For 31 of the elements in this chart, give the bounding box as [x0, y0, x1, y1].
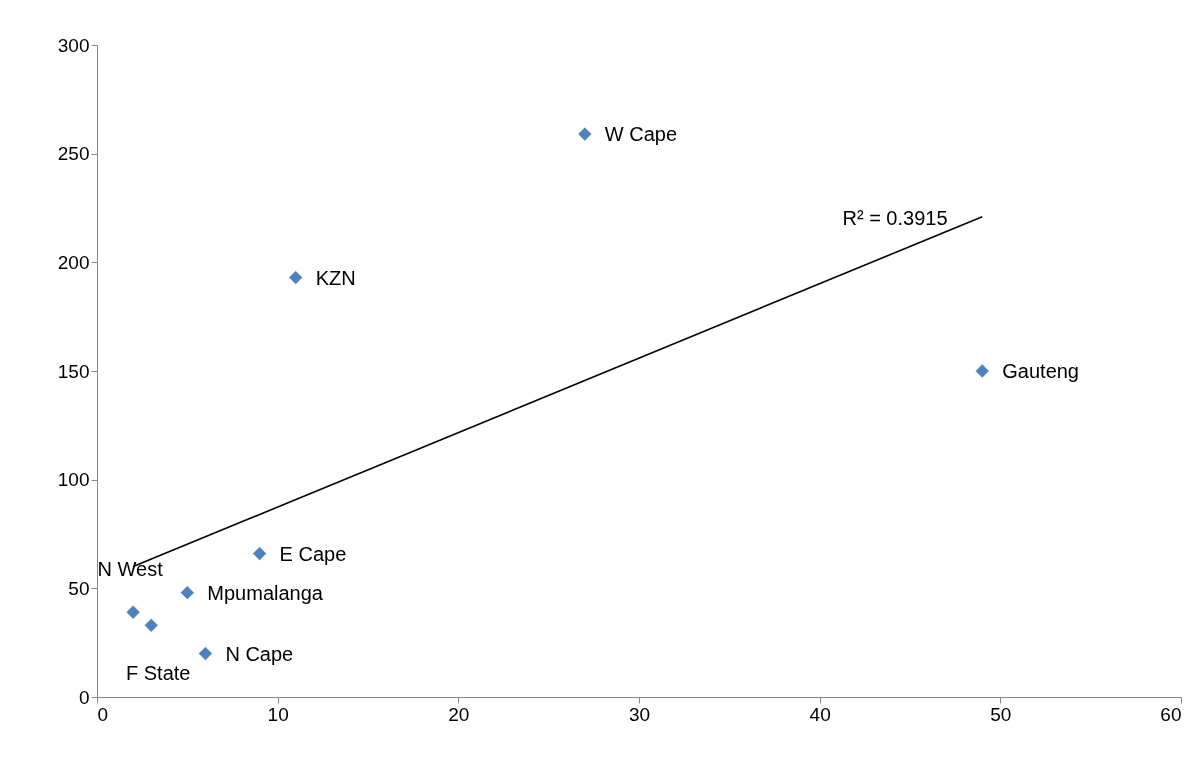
- annotation: N West: [97, 558, 164, 581]
- point: [288, 270, 303, 285]
- x-tick-label: 0: [97, 703, 109, 725]
- x-tick-label: 20: [448, 703, 470, 725]
- point: [125, 605, 141, 620]
- annotation: Gauteng: [1002, 360, 1079, 382]
- point: [144, 618, 159, 633]
- point: [975, 363, 990, 379]
- annotation: E Cape: [279, 542, 347, 565]
- y-tick-label: 250: [57, 143, 90, 165]
- x-tick-label: 10: [267, 703, 289, 725]
- y-tick-label: 200: [57, 251, 90, 273]
- annotation: N Cape: [225, 642, 294, 665]
- x-tick-label: 50: [990, 703, 1012, 725]
- y-tick-label: 0: [78, 686, 90, 708]
- y-tick-label: 150: [57, 360, 90, 382]
- x-tick-label: 30: [628, 703, 651, 725]
- point: [180, 585, 195, 600]
- point: [252, 546, 267, 561]
- y-tick-label: 300: [57, 34, 90, 56]
- y-tick-label: 50: [68, 577, 90, 599]
- annotation: F State: [125, 662, 191, 685]
- x-tick-label: 40: [809, 703, 831, 725]
- x-tick-label: 60: [1160, 703, 1182, 725]
- annotation: R² = 0.3915: [842, 207, 948, 230]
- annotation: W Cape: [604, 123, 678, 146]
- annotation: Mpumalanga: [207, 581, 324, 604]
- point: [198, 646, 213, 661]
- point: [577, 126, 592, 142]
- y-tick-label: 100: [57, 469, 90, 491]
- annotation: KZN: [315, 266, 356, 289]
